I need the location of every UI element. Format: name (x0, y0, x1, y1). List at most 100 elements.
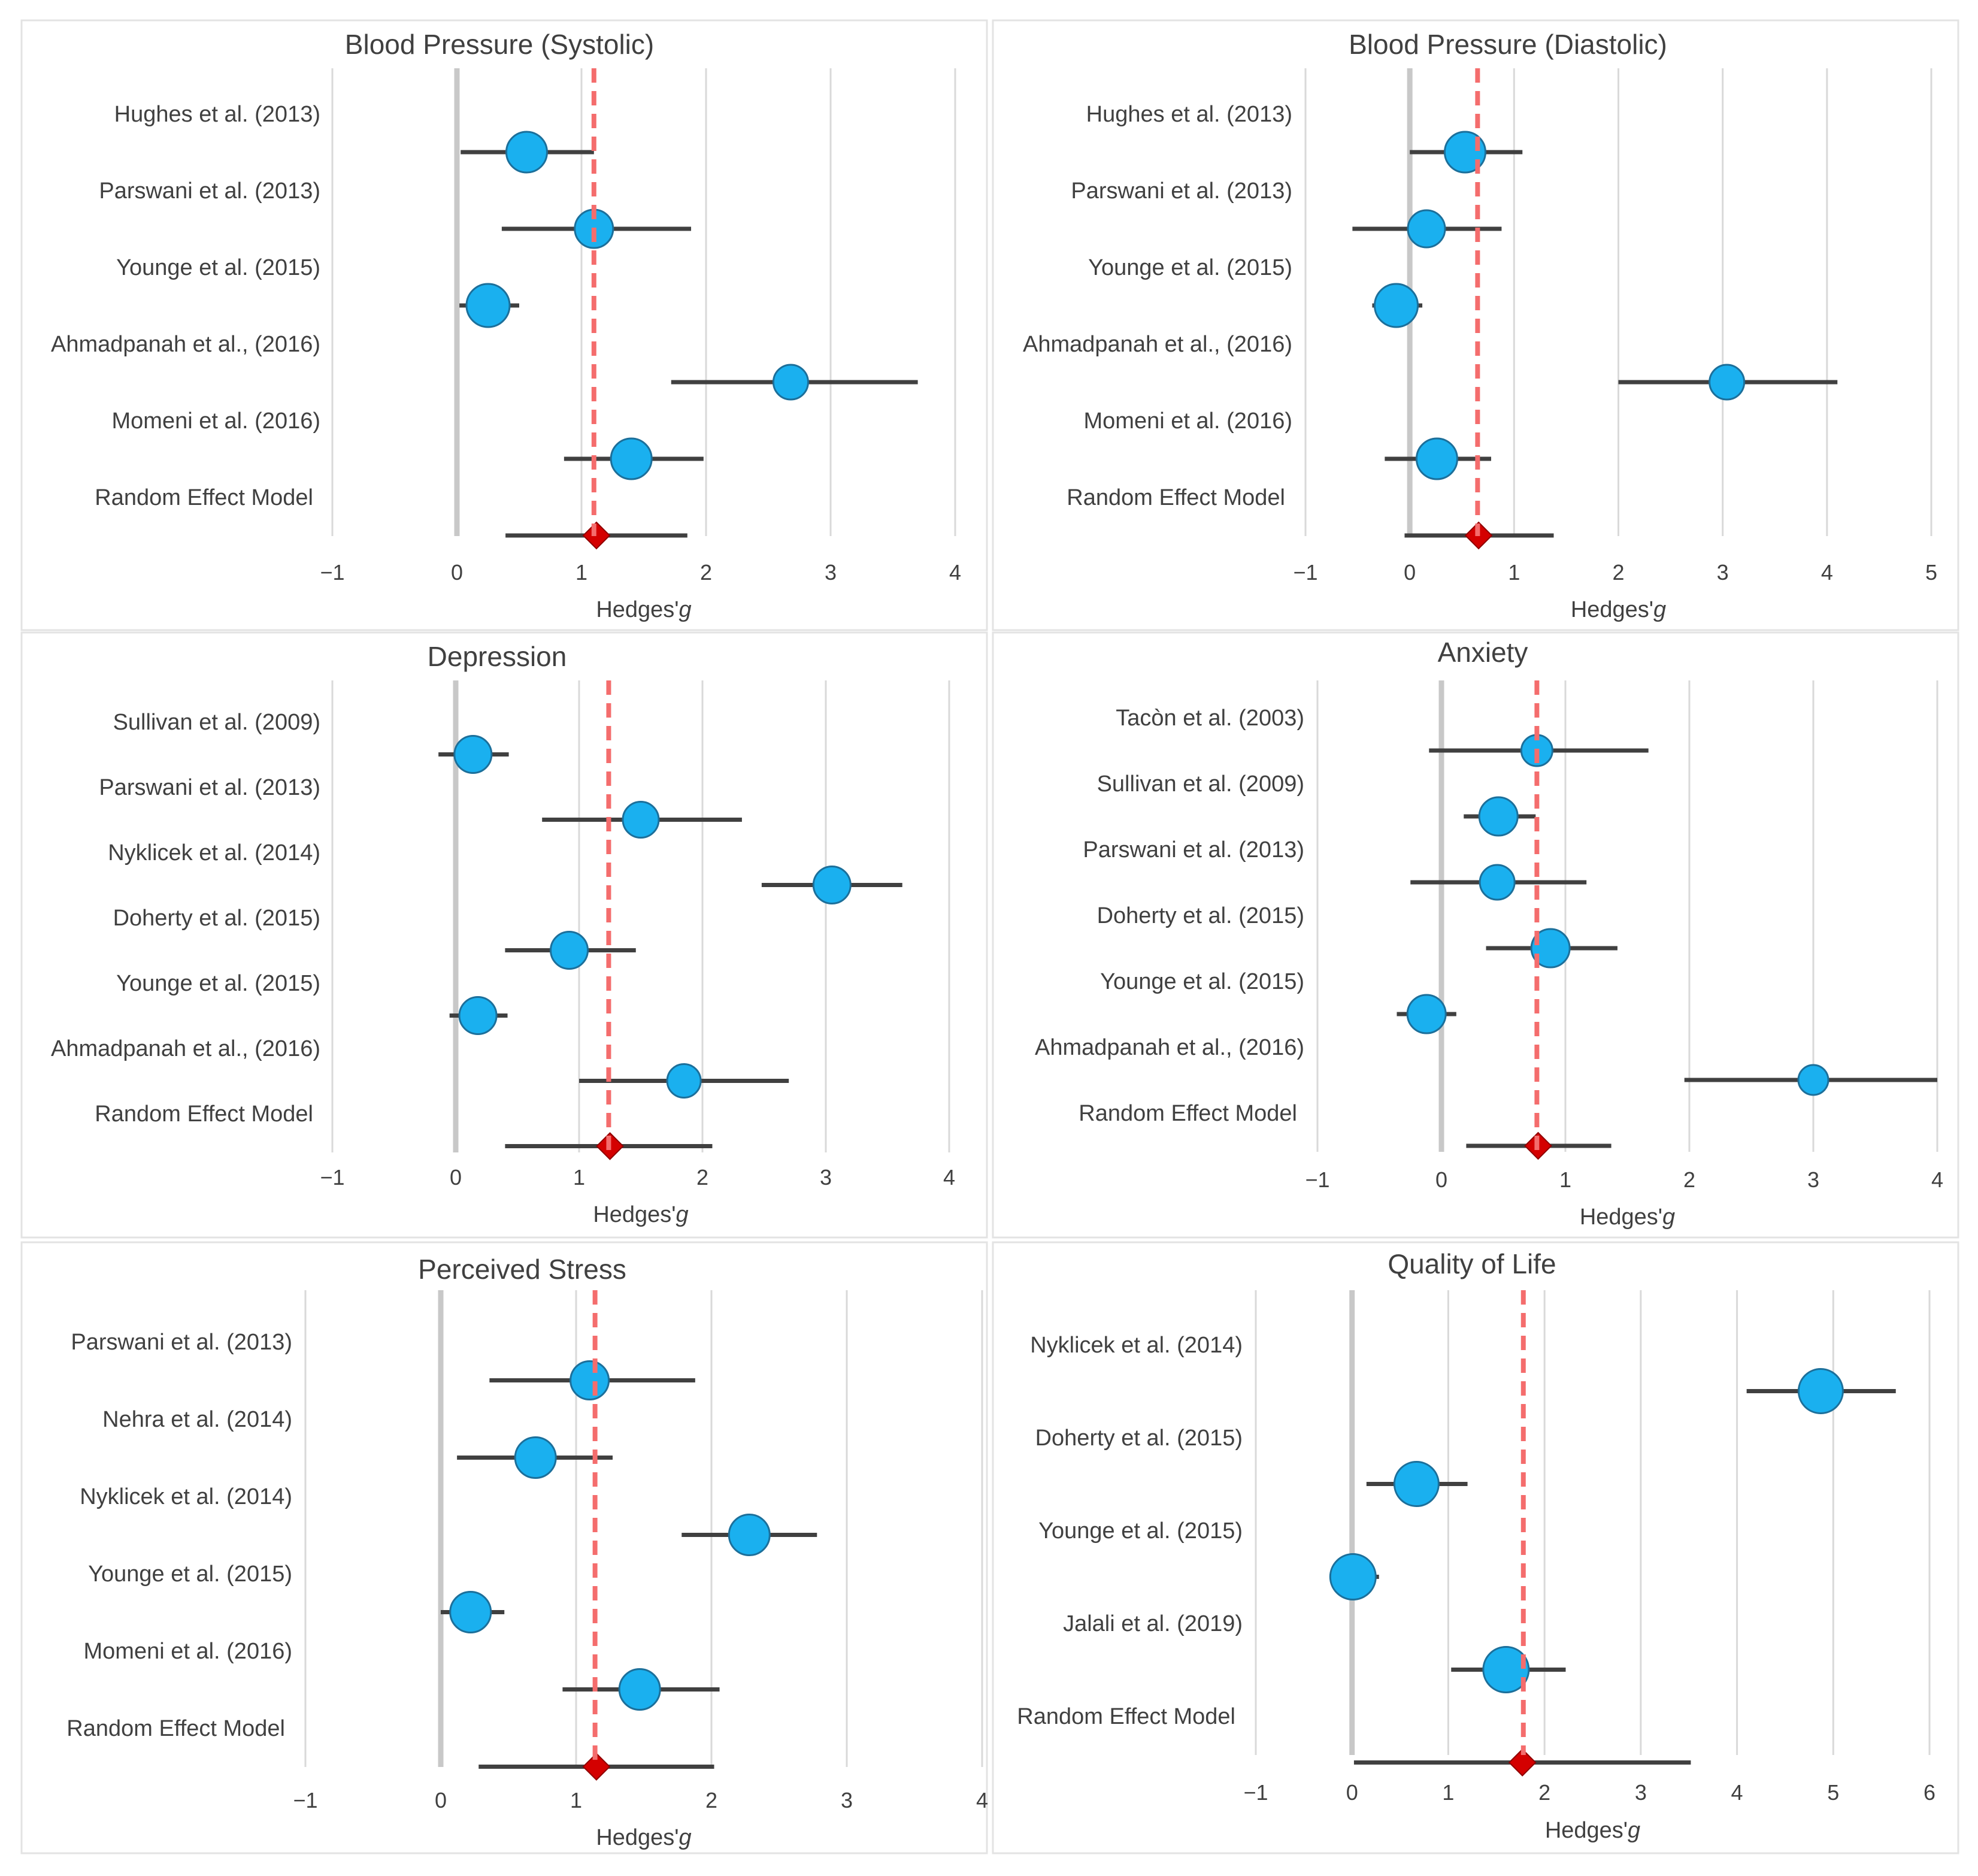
tick-label: −1 (1293, 560, 1317, 585)
x-axis-label: Hedges'g (593, 1202, 688, 1227)
pooled-label: Random Effect Model (1017, 1704, 1235, 1729)
forest-panel-6: Quality of Life Nyklicek et al. (2014) Doh… (992, 1241, 1959, 1854)
tick-label: 2 (705, 1788, 717, 1813)
tick-label: 5 (1827, 1780, 1839, 1805)
tick-label: 3 (1635, 1780, 1647, 1805)
x-axis-label-symbol: g (679, 597, 692, 622)
tick-label: 6 (1924, 1780, 1935, 1805)
tick-label: 4 (949, 560, 961, 585)
tick-label: 1 (575, 560, 587, 585)
study-label: Younge et al. (2015) (88, 1562, 292, 1587)
x-axis-label: Hedges'g (1580, 1205, 1675, 1230)
tick-label: 1 (1442, 1780, 1454, 1805)
tick-label: 4 (1731, 1780, 1743, 1805)
effect-size-point (1406, 994, 1447, 1034)
study-label: Ahmadpanah et al., (2016) (1023, 332, 1292, 357)
study-label: Nyklicek et al. (2014) (1030, 1333, 1243, 1358)
effect-size-point (453, 735, 493, 774)
panel-title: Perceived Stress (418, 1254, 626, 1285)
panel-frame (20, 1241, 988, 1854)
tick-label: 3 (1807, 1167, 1819, 1192)
effect-size-point (622, 801, 660, 839)
study-label: Nyklicek et al. (2014) (108, 840, 320, 866)
study-label: Ahmadpanah et al., (2016) (51, 1036, 320, 1061)
tick-label: 4 (1821, 560, 1833, 585)
effect-size-point (458, 996, 498, 1035)
study-label: Nehra et al. (2014) (102, 1407, 292, 1432)
study-label: Parswani et al. (2013) (99, 775, 320, 800)
effect-size-point (1797, 1064, 1829, 1096)
panel-title: Quality of Life (1388, 1248, 1556, 1279)
study-label: Hughes et al. (2013) (1086, 102, 1292, 127)
panel-frame (992, 1241, 1959, 1854)
x-axis-label-symbol: g (1662, 1205, 1675, 1230)
effect-size-point (465, 283, 511, 328)
effect-size-point (1415, 437, 1458, 480)
effect-size-point (505, 131, 548, 174)
tick-label: 0 (1346, 1780, 1358, 1805)
x-axis-label: Hedges'g (1545, 1818, 1640, 1843)
x-axis-label-text: Hedges' (596, 1825, 678, 1850)
effect-size-point (1482, 1646, 1530, 1693)
effect-size-point (550, 931, 589, 970)
tick-label: 0 (450, 1165, 462, 1190)
tick-label: 4 (943, 1165, 955, 1190)
panel-title: Blood Pressure (Systolic) (345, 29, 654, 60)
tick-label: 0 (451, 560, 463, 585)
study-label: Younge et al. (2015) (116, 255, 320, 280)
effect-size-point (1407, 209, 1446, 249)
tick-label: 5 (1925, 560, 1937, 585)
x-axis-label-symbol: g (676, 1202, 689, 1227)
tick-label: 1 (1559, 1167, 1571, 1192)
effect-size-point (1329, 1553, 1377, 1600)
tick-label: 2 (1538, 1780, 1550, 1805)
study-label: Doherty et al. (2015) (1035, 1426, 1243, 1451)
forest-panel-4: Anxiety Tacòn et al. (2003) Sullivan et al… (992, 631, 1959, 1239)
pooled-label: Random Effect Model (95, 1102, 313, 1127)
tick-label: 0 (435, 1788, 447, 1813)
tick-label: −1 (293, 1788, 317, 1813)
tick-label: 1 (1508, 560, 1520, 585)
study-label: Younge et al. (2015) (116, 971, 320, 996)
x-axis-label-text: Hedges' (1571, 597, 1653, 622)
panel-frame (20, 19, 988, 631)
x-axis-label-text: Hedges' (1580, 1205, 1662, 1230)
pooled-effect-diamond (1508, 1748, 1537, 1777)
tick-label: 3 (1717, 560, 1729, 585)
effect-size-point (1479, 864, 1516, 901)
effect-size-point (772, 364, 809, 401)
tick-label: 2 (1612, 560, 1624, 585)
study-label: Nyklicek et al. (2014) (80, 1484, 292, 1509)
study-label: Parswani et al. (2013) (99, 178, 320, 204)
tick-label: −1 (320, 1165, 344, 1190)
tick-label: 0 (1435, 1167, 1447, 1192)
pooled-label: Random Effect Model (1079, 1101, 1297, 1126)
study-label: Doherty et al. (2015) (1097, 903, 1304, 928)
effect-size-point (1374, 283, 1419, 328)
tick-label: −1 (1305, 1167, 1329, 1192)
tick-label: 4 (1931, 1167, 1943, 1192)
study-label: Sullivan et al. (2009) (113, 710, 320, 735)
study-label: Momeni et al. (2016) (84, 1639, 293, 1664)
x-axis-label: Hedges'g (1571, 597, 1666, 622)
effect-size-point (666, 1063, 702, 1099)
effect-size-point (1393, 1461, 1440, 1507)
study-label: Ahmadpanah et al., (2016) (1035, 1035, 1304, 1060)
tick-label: 2 (696, 1165, 708, 1190)
tick-label: 1 (570, 1788, 582, 1813)
x-axis-label-text: Hedges' (593, 1202, 676, 1227)
pooled-label: Random Effect Model (66, 1716, 285, 1741)
panel-title: Blood Pressure (Diastolic) (1349, 29, 1667, 60)
study-label: Younge et al. (2015) (1088, 255, 1292, 280)
study-label: Tacòn et al. (2003) (1116, 706, 1304, 731)
study-label: Ahmadpanah et al., (2016) (51, 332, 320, 357)
pooled-effect-diamond (582, 1753, 611, 1781)
pooled-label: Random Effect Model (1067, 485, 1285, 510)
study-label: Parswani et al. (2013) (1071, 178, 1292, 204)
tick-label: −1 (320, 560, 344, 585)
pooled-effect-diamond (582, 521, 611, 550)
study-label: Sullivan et al. (2009) (1097, 771, 1304, 797)
x-axis-label-symbol: g (679, 1825, 692, 1850)
study-label: Younge et al. (2015) (1100, 969, 1304, 994)
